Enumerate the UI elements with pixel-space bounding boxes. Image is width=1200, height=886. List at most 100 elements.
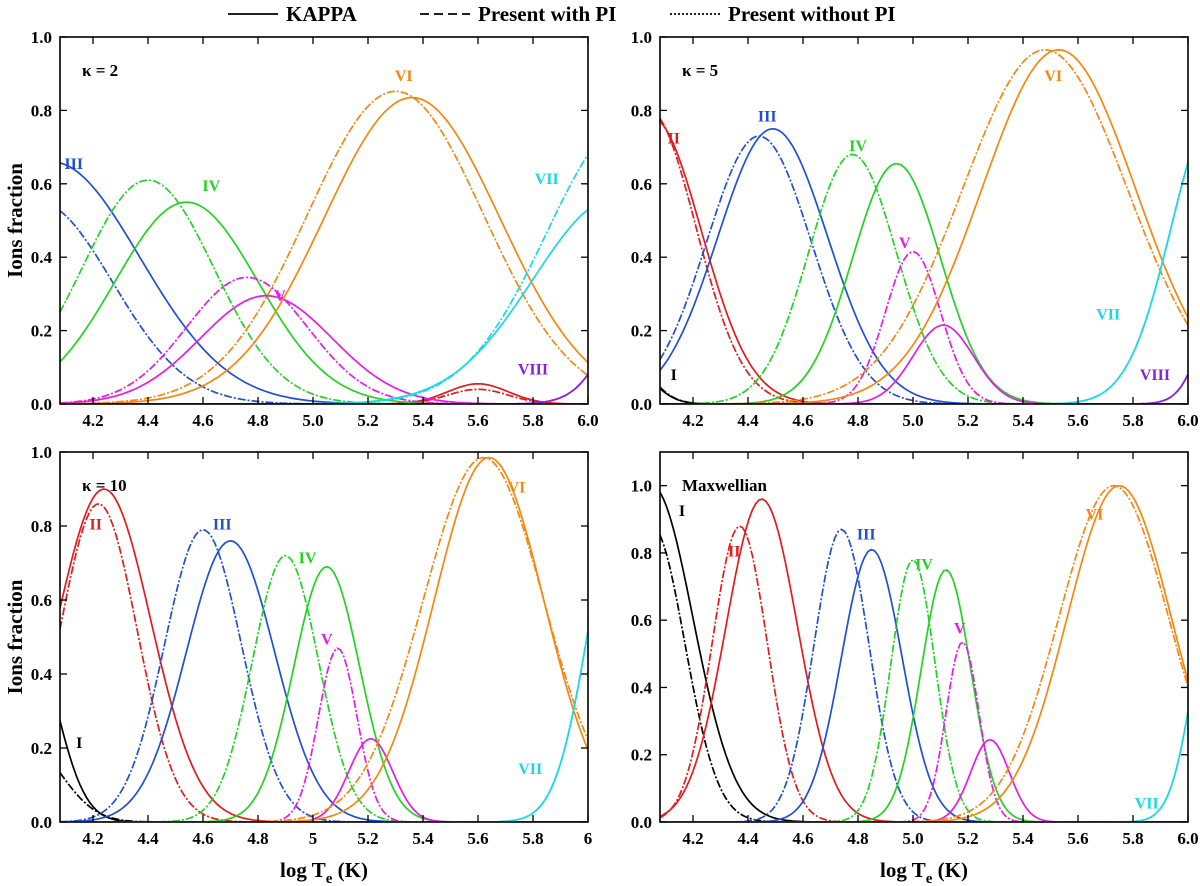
- legend-kappa-label: KAPPA: [286, 2, 358, 26]
- y-tick-label: 0.4: [31, 665, 53, 684]
- ion-label-vii: VII: [1096, 307, 1120, 324]
- x-tick-label: 4.2: [82, 411, 103, 430]
- x-tick-label: 5.8: [522, 411, 543, 430]
- curve-ion-iv-present: [60, 179, 588, 404]
- x-axis-label: log Te (K): [280, 858, 368, 886]
- x-tick-label: 5.2: [357, 411, 378, 430]
- ion-label-iv: IV: [202, 178, 220, 195]
- ion-label-vi: VI: [1044, 68, 1062, 85]
- ion-label-vi: VI: [508, 480, 526, 497]
- curve-ion-vii-kappa: [660, 711, 1188, 822]
- curve-ion-v-kappa: [660, 324, 1188, 404]
- plot-frame: [59, 451, 589, 823]
- plot-frame: [659, 451, 1189, 823]
- ion-label-iii: III: [857, 526, 876, 543]
- ion-label-iii: III: [758, 108, 777, 125]
- x-tick-label: 5.6: [467, 411, 488, 430]
- panel-title: κ = 5: [682, 61, 718, 80]
- x-tick-label: 5.6: [1067, 411, 1088, 430]
- y-tick-label: 0.6: [31, 591, 52, 610]
- curve-ion-i-kappa: [60, 720, 588, 822]
- x-tick-label: 4.4: [737, 411, 759, 430]
- panel-1: 4.2 4.4 4.6 4.8 5.0 5.2 5.4 5.6 5.8 6.0 0.0 0.2 0.4 0…: [3, 28, 599, 430]
- x-tick-label: 4.4: [137, 411, 159, 430]
- y-tick-label: 0.8: [31, 517, 52, 536]
- ion-label-i: I: [76, 735, 82, 752]
- x-tick-label: 5.0: [302, 411, 323, 430]
- curve-ion-ii-kappa: [60, 488, 588, 822]
- ion-label-vii: VII: [1135, 796, 1159, 813]
- ion-label-viii: VIII: [518, 362, 548, 379]
- curve-ion-vii-present: [660, 162, 1188, 404]
- y-tick-label: 1.0: [631, 477, 652, 496]
- curves: [660, 49, 1188, 404]
- curve-ion-iii-present: [660, 135, 1188, 404]
- y-tick-label: 0.6: [631, 175, 652, 194]
- plot-frame: [59, 36, 589, 405]
- x-tick-label: 5.4: [1012, 829, 1034, 848]
- ion-label-iv: IV: [849, 138, 867, 155]
- x-tick-label: 5.4: [412, 829, 434, 848]
- panel-title: κ = 2: [82, 61, 118, 80]
- curves: [60, 90, 588, 404]
- x-tick-label: 4.6: [192, 829, 213, 848]
- curve-ion-v-present: [660, 641, 1188, 822]
- ion-label-iv: IV: [915, 557, 933, 574]
- x-tick-label: 4.6: [192, 411, 213, 430]
- curve-ion-vi-present: [660, 49, 1188, 404]
- ion-label-iii: III: [213, 517, 232, 534]
- y-tick-label: 0.8: [631, 101, 652, 120]
- curve-ion-v-kappa: [60, 737, 588, 822]
- y-tick-label: 0.2: [631, 746, 652, 765]
- x-tick-label: 4.2: [82, 829, 103, 848]
- curve-ion-iv-present: [60, 554, 588, 822]
- curve-ion-v-present: [660, 250, 1188, 404]
- x-tick-label: 4.4: [737, 829, 759, 848]
- ion-label-i: I: [671, 367, 677, 384]
- legend-without-pi-label: Present without PI: [728, 2, 896, 26]
- curve-ion-vi-kappa: [660, 49, 1188, 404]
- ion-label-v: V: [274, 288, 286, 305]
- y-axis-label: Ions fraction: [3, 163, 27, 278]
- ion-label-viii: VIII: [1140, 367, 1170, 384]
- x-tick-label: 5: [309, 829, 318, 848]
- curve-ion-v-kappa: [60, 294, 588, 404]
- ion-label-i: I: [679, 503, 685, 520]
- curve-ion-iii-present: [60, 528, 588, 822]
- x-tick-label: 5.4: [1012, 411, 1034, 430]
- curve-ion-iii-kappa: [60, 540, 588, 822]
- y-axis-label: Ions fraction: [3, 579, 27, 694]
- x-tick-label: 4.8: [847, 829, 868, 848]
- x-tick-label: 5.4: [412, 411, 434, 430]
- curve-ion-ii-present: [660, 117, 1188, 404]
- x-tick-label: 4.2: [682, 829, 703, 848]
- x-tick-label: 5.0: [902, 411, 923, 430]
- panel-3: 4.2 4.4 4.6 4.8 5 5.2 5.4 5.6 5.8 6 0.0 0.2 0.4 0.6 0.…: [3, 443, 592, 886]
- curve-ion-iii-kappa: [60, 161, 588, 404]
- curve-ion-v-present: [60, 276, 588, 404]
- curve-ion-iv-present: [660, 559, 1188, 822]
- x-tick-label: 6.0: [577, 411, 598, 430]
- y-tick-label: 0.2: [31, 739, 52, 758]
- curve-ion-ii-present: [60, 388, 588, 404]
- y-tick-label: 0.0: [631, 395, 652, 414]
- curve-ion-iv-kappa: [660, 569, 1188, 822]
- ion-label-vii: VII: [535, 171, 559, 188]
- curve-ion-i-present: [60, 772, 588, 822]
- curve-ion-iv-kappa: [60, 565, 588, 822]
- panel-title: Maxwellian: [682, 476, 768, 495]
- curve-ion-vii-present: [660, 711, 1188, 822]
- x-tick-label: 4.8: [847, 411, 868, 430]
- y-tick-label: 1.0: [31, 443, 52, 462]
- x-axis-label: log Te (K): [880, 858, 968, 886]
- y-tick-label: 0.4: [631, 248, 653, 267]
- curve-ion-vi-present: [60, 90, 588, 404]
- curve-ion-ii-kappa: [660, 121, 1188, 404]
- y-tick-label: 1.0: [31, 28, 52, 47]
- curve-ion-iv-kappa: [60, 201, 588, 404]
- ion-label-ii: II: [668, 130, 680, 147]
- curve-ion-v-present: [60, 647, 588, 822]
- y-tick-label: 0.0: [631, 813, 652, 832]
- curve-ion-ii-kappa: [660, 498, 1188, 822]
